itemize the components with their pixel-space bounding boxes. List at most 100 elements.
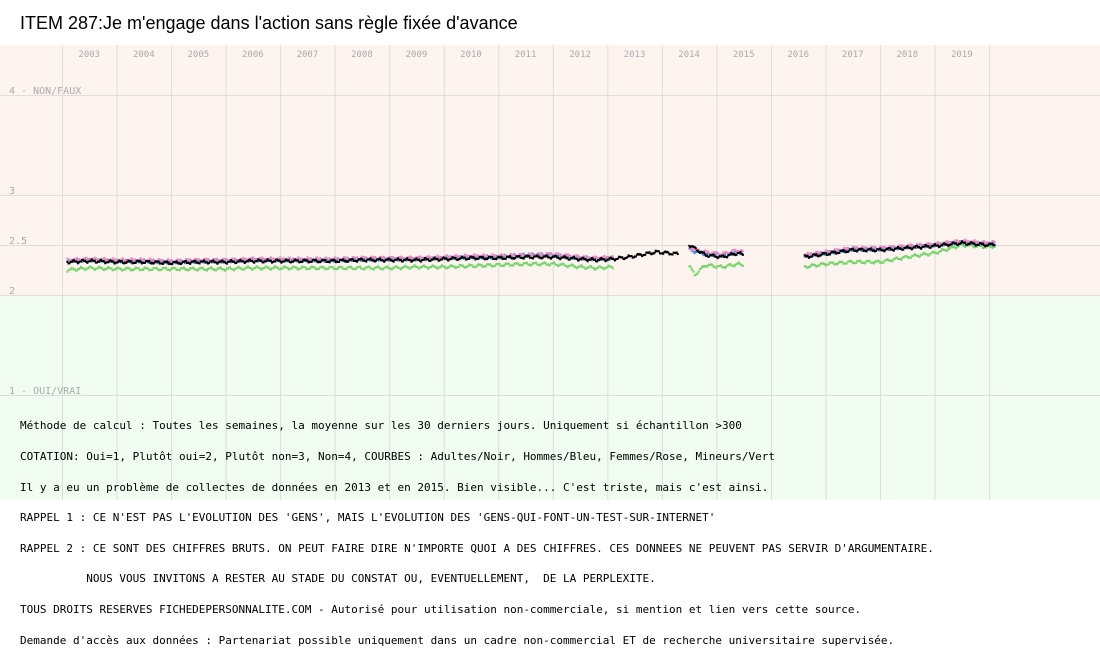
point-hommes [691,249,694,252]
point-mineurs [535,261,538,264]
point-adultes [445,257,448,260]
point-adultes [568,258,571,261]
point-femmes [371,256,374,259]
point-hommes [865,246,868,249]
point-hommes [335,258,338,261]
point-adultes [273,260,276,263]
point-mineurs [811,263,814,266]
point-mineurs [732,264,735,267]
point-mineurs [297,268,300,271]
point-mineurs [586,266,589,269]
point-adultes [331,259,334,262]
point-adultes [498,256,501,259]
point-adultes [177,262,180,265]
point-femmes [390,256,393,259]
point-adultes [367,258,370,261]
point-mineurs [204,268,207,271]
point-mineurs [543,261,546,264]
point-adultes [359,258,362,261]
point-hommes [168,260,171,263]
point-hommes [853,247,856,250]
point-mineurs [571,264,574,267]
point-mineurs [339,266,342,269]
point-femmes [447,255,450,258]
point-hommes [480,257,483,260]
point-femmes [492,253,495,256]
point-adultes [212,259,215,262]
point-hommes [468,255,471,258]
point-hommes [924,246,927,249]
point-adultes [283,260,286,263]
point-femmes [975,241,978,244]
point-femmes [545,252,548,255]
point-hommes [936,243,939,246]
point-adultes [975,243,978,246]
point-femmes [416,256,419,259]
point-femmes [204,258,207,261]
point-adultes [608,257,611,260]
point-adultes [243,262,246,265]
point-mineurs [736,262,739,265]
point-femmes [310,259,313,262]
point-mineurs [821,262,824,265]
point-hommes [880,247,883,250]
point-mineurs [393,266,396,269]
point-mineurs [725,266,728,269]
point-mineurs [213,268,216,271]
point-femmes [195,258,198,261]
point-femmes [521,253,524,256]
point-mineurs [867,259,870,262]
point-femmes [837,248,840,251]
point-adultes [931,245,934,248]
point-hommes [473,255,476,258]
point-adultes [399,259,402,262]
point-adultes [289,261,292,264]
point-adultes [883,250,886,253]
point-mineurs [75,269,78,272]
point-adultes [663,251,666,254]
point-adultes [101,259,104,262]
point-adultes [363,259,366,262]
point-hommes [510,254,513,257]
point-adultes [93,259,96,262]
point-adultes [811,255,814,258]
point-femmes [944,241,947,244]
point-hommes [343,258,346,261]
point-femmes [695,248,698,251]
point-femmes [160,259,163,262]
point-mineurs [501,264,504,267]
point-femmes [215,257,218,260]
point-mineurs [835,262,838,265]
point-adultes [155,260,158,263]
point-adultes [629,255,632,258]
point-adultes [737,252,740,255]
point-mineurs [113,268,116,271]
point-mineurs [248,267,251,270]
point-mineurs [429,266,432,269]
point-femmes [352,256,355,259]
point-femmes [724,251,727,254]
y-tick-label: 1 - OUI/VRAI [9,386,81,397]
point-hommes [897,248,900,251]
point-adultes [862,249,865,252]
point-femmes [592,256,595,259]
point-femmes [171,261,174,264]
point-mineurs [462,265,465,268]
point-mineurs [865,259,868,262]
point-hommes [943,243,946,246]
point-femmes [889,245,892,248]
point-mineurs [232,268,235,271]
point-adultes [374,260,377,263]
point-hommes [369,259,372,262]
point-mineurs [466,265,469,268]
point-mineurs [889,259,892,262]
point-mineurs [985,246,988,249]
point-mineurs [539,264,542,267]
point-mineurs [284,266,287,269]
point-adultes [97,260,100,263]
point-mineurs [928,253,931,256]
point-mineurs [516,261,519,264]
point-femmes [388,255,391,258]
point-adultes [450,257,453,260]
point-adultes [688,244,691,247]
